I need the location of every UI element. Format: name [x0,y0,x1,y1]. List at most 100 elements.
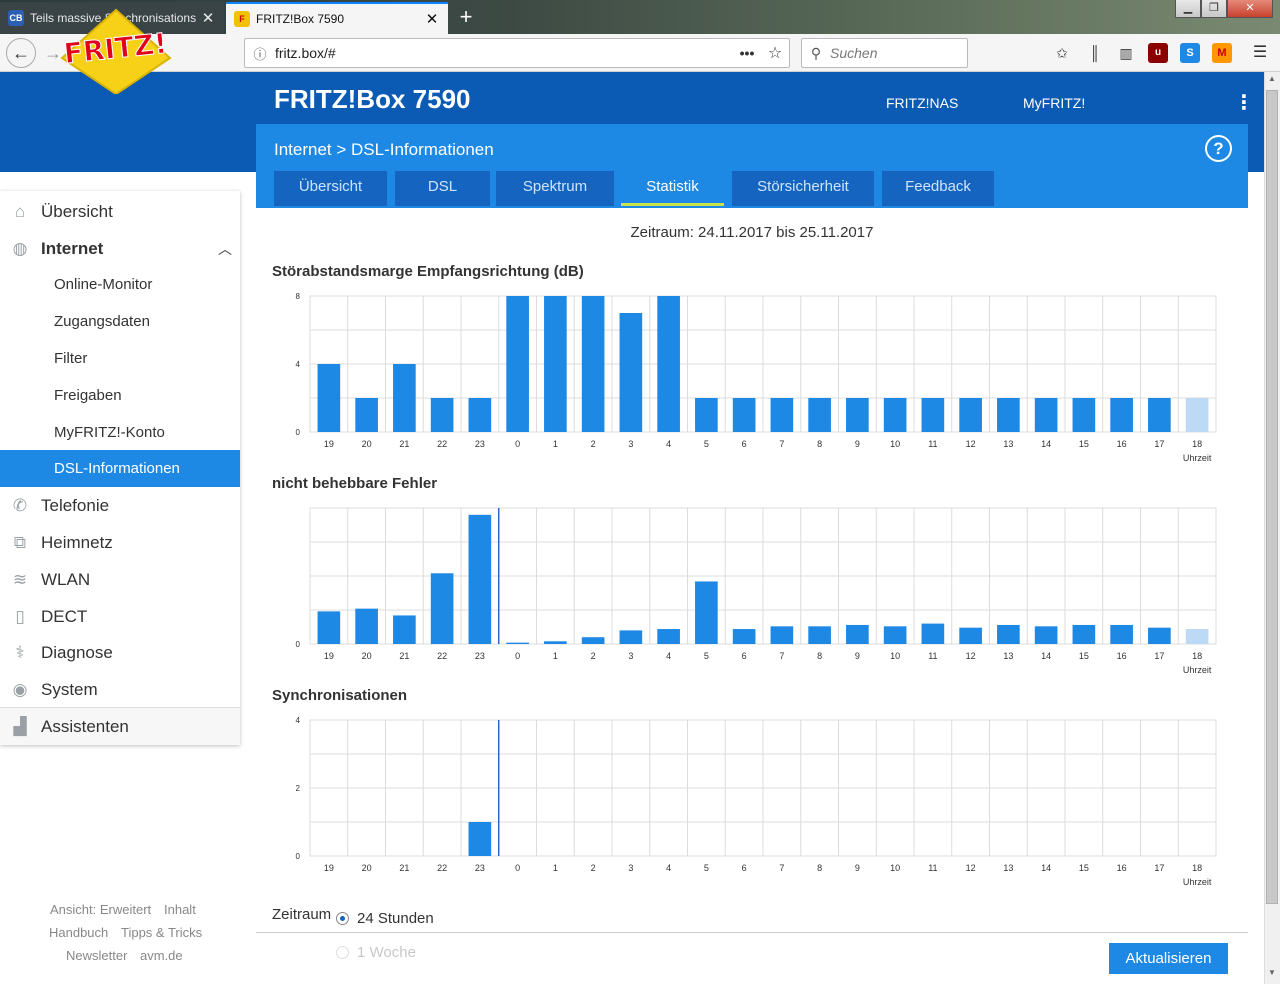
sidebar-item-dsl-informationen[interactable]: DSL-Informationen [0,450,240,487]
bar-2 [581,637,605,644]
scroll-up-icon[interactable]: ▲ [1268,74,1276,83]
bookmark-star-icon[interactable]: ☆ [767,45,783,62]
footer-link-ansicht[interactable]: Ansicht: Erweitert [50,902,152,917]
sidebar-item-filter[interactable]: Filter [54,350,88,367]
x-tick-label: 1 [553,863,558,873]
x-tick-label: 13 [1003,651,1013,661]
x-tick-label: 8 [817,863,822,873]
footer-link-inhalt[interactable]: Inhalt [164,902,196,917]
bar-1 [544,641,567,644]
sidebar-item-wlan[interactable]: ≋ WLAN [0,561,240,598]
bar-5 [695,581,718,644]
bar-18 [1185,398,1209,432]
browser-tab-2[interactable]: F FRITZ!Box 7590 ✕ [226,2,448,34]
sidebar-item-freigaben[interactable]: Freigaben [54,387,122,404]
bar-9 [846,624,869,644]
x-tick-label: 20 [362,439,372,449]
library-icon[interactable]: ║ [1090,45,1100,61]
skype-icon[interactable]: S [1180,43,1200,63]
x-tick-label: 21 [399,863,409,873]
sidebar-item-label: Diagnose [41,642,113,662]
y-tick-label: 4 [296,360,301,369]
footer-link-newsletter[interactable]: Newsletter [66,948,128,963]
menu-hamburger-icon[interactable]: ☰ [1252,44,1268,61]
bar-0 [506,296,529,432]
sidebar-item-assistenten[interactable]: ▟ Assistenten [0,707,240,745]
radio-24-hours-label[interactable]: 24 Stunden [357,910,434,927]
search-icon: ⚲ [810,44,822,61]
radio-1-week[interactable] [336,946,349,959]
sidebar-item-diagnose[interactable]: ⚕ Diagnose [0,634,240,671]
tab-statistik[interactable]: Statistik [621,171,724,206]
scrollbar-thumb[interactable] [1266,90,1278,904]
sidebar-item-zugangsdaten[interactable]: Zugangsdaten [54,313,150,330]
y-tick-label: 2 [296,784,301,793]
tab-feedback[interactable]: Feedback [882,171,994,206]
sidebar-item-uebersicht[interactable]: ⌂ Übersicht [0,193,240,230]
close-tab-icon[interactable]: ✕ [201,10,215,27]
help-icon[interactable]: ? [1205,135,1232,162]
extension-icon[interactable]: M [1212,43,1232,63]
sidebar-item-telefonie[interactable]: ✆ Telefonie [0,487,240,524]
search-input[interactable]: ⚲ Suchen [801,38,968,68]
footer-link-avm[interactable]: avm.de [140,948,183,963]
x-tick-label: 14 [1041,863,1051,873]
nav-link-myfritz[interactable]: MyFRITZ! [1023,95,1086,111]
x-tick-label: 18 [1192,651,1202,661]
sidebar-item-dect[interactable]: ▯ DECT [0,598,240,635]
x-tick-label: 18 [1192,439,1202,449]
sidebar-item-system[interactable]: ◉ System [0,671,240,708]
nav-link-fritznas[interactable]: FRITZ!NAS [886,95,959,111]
bar-20 [355,398,378,432]
x-tick-label: 0 [515,863,520,873]
url-text[interactable]: fritz.box/# [275,45,336,61]
url-bar[interactable]: ⓘ fritz.box/# ••• ☆ [244,38,790,68]
minimize-window-icon[interactable]: ▁ [1175,0,1201,18]
network-icon: ⧉ [13,532,27,552]
ublock-icon[interactable]: u [1148,43,1168,63]
x-tick-label: 10 [890,863,900,873]
info-icon[interactable]: ⓘ [253,46,267,62]
bar-16 [1110,398,1133,432]
sidebar-item-internet[interactable]: ◍ Internet ︿ [0,230,240,267]
sidebar-toggle-icon[interactable]: ▥ [1119,45,1133,61]
footer-link-tipps[interactable]: Tipps & Tricks [121,925,203,940]
refresh-button[interactable]: Aktualisieren [1109,943,1228,974]
bar-5 [695,398,718,432]
forward-icon[interactable]: → [44,43,62,63]
page-actions-icon[interactable]: ••• [739,45,755,61]
x-tick-label: 4 [666,863,671,873]
wifi-icon: ≋ [12,569,28,589]
new-tab-icon[interactable]: + [459,4,473,29]
chart-title-errors: nicht behebbare Fehler [272,475,438,492]
radio-24-hours[interactable] [336,912,349,925]
maximize-window-icon[interactable]: ❐ [1201,0,1227,18]
tab-spektrum[interactable]: Spektrum [496,171,614,206]
x-tick-label: 3 [628,651,633,661]
footer-link-handbuch[interactable]: Handbuch [49,925,109,940]
system-icon: ◉ [12,679,28,699]
x-tick-label: 14 [1041,651,1051,661]
reading-list-icon[interactable]: ✩ [1056,45,1068,61]
radio-1-week-label[interactable]: 1 Woche [357,944,416,961]
sidebar-item-myfritz-konto[interactable]: MyFRITZ!-Konto [54,424,165,441]
close-tab-icon[interactable]: ✕ [425,11,439,28]
sidebar-item-heimnetz[interactable]: ⧉ Heimnetz [0,524,240,561]
sidebar-item-online-monitor[interactable]: Online-Monitor [54,276,153,293]
bar-7 [770,626,794,644]
tab-uebersicht[interactable]: Übersicht [274,171,387,206]
more-options-icon[interactable]: ⋮ [1234,92,1254,114]
tab-dsl[interactable]: DSL [395,171,490,206]
scroll-down-icon[interactable]: ▼ [1268,968,1276,977]
close-window-icon[interactable]: ✕ [1227,0,1273,18]
bar-21 [393,615,416,644]
tab-stoersicherheit[interactable]: Störsicherheit [732,171,874,206]
sidebar-item-label: Internet [41,238,104,258]
chevron-up-icon[interactable]: ︿ [218,240,232,257]
bar-19 [317,364,341,432]
back-icon[interactable]: ← [6,38,36,68]
page-title: FRITZ!Box 7590 [274,84,471,114]
bar-12 [959,627,982,644]
x-tick-label: 20 [362,651,372,661]
